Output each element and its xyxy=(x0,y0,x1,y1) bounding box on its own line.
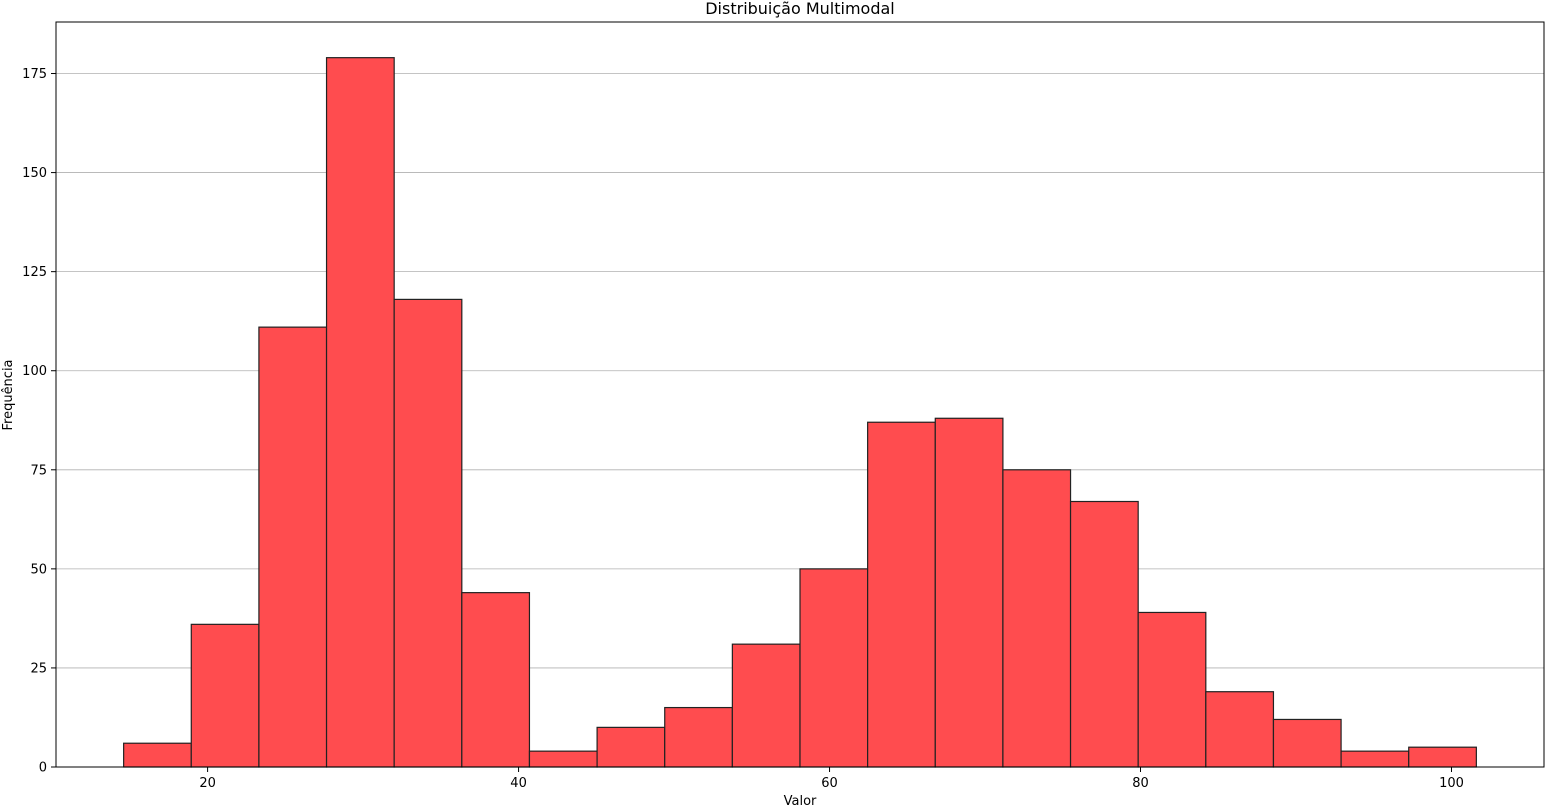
histogram-bar xyxy=(528,750,598,768)
plot-frame xyxy=(55,21,1545,768)
histogram-bar xyxy=(867,421,936,768)
y-tick-label: 25 xyxy=(30,661,47,676)
y-axis-ticks: 0 25 50 75 100 125 150 175 xyxy=(22,67,56,776)
histogram-bar xyxy=(258,326,328,768)
histogram-bar xyxy=(461,592,531,768)
x-tick-label: 40 xyxy=(510,776,527,791)
x-axis-title: Valor xyxy=(784,794,817,807)
histogram-bar xyxy=(799,568,869,768)
y-axis-title: Frequência xyxy=(1,359,16,430)
histogram-bar xyxy=(1002,469,1072,768)
histogram-bar xyxy=(393,298,463,768)
histogram-bar xyxy=(1137,611,1207,768)
histogram-bar xyxy=(731,643,801,768)
y-tick-label: 50 xyxy=(30,562,47,577)
y-tick-label: 0 xyxy=(39,761,47,776)
y-tick-label: 150 xyxy=(22,166,47,181)
histogram-bar xyxy=(325,57,395,768)
chart-title: Distribuição Multimodal xyxy=(705,0,895,18)
histogram-bar xyxy=(1069,500,1139,768)
x-tick-label: 80 xyxy=(1132,776,1149,791)
x-tick-label: 100 xyxy=(1439,776,1464,791)
x-tick-label: 20 xyxy=(199,776,216,791)
x-axis-ticks: 20 40 60 80 100 xyxy=(199,767,1464,791)
histogram-bar xyxy=(596,726,666,768)
y-tick-label: 125 xyxy=(22,265,47,280)
histogram-bar xyxy=(1408,746,1477,768)
histogram-bar xyxy=(664,706,733,768)
histogram-bar xyxy=(1205,691,1275,768)
x-tick-label: 60 xyxy=(821,776,838,791)
y-tick-label: 75 xyxy=(30,463,47,478)
histogram-bar xyxy=(934,417,1004,768)
histogram-bar xyxy=(1340,750,1410,768)
y-tick-label: 175 xyxy=(22,67,47,82)
histogram-bar xyxy=(1272,718,1342,768)
histogram-bar xyxy=(190,623,260,768)
bars xyxy=(123,57,1477,768)
y-tick-label: 100 xyxy=(22,364,47,379)
histogram-bar xyxy=(123,742,192,768)
